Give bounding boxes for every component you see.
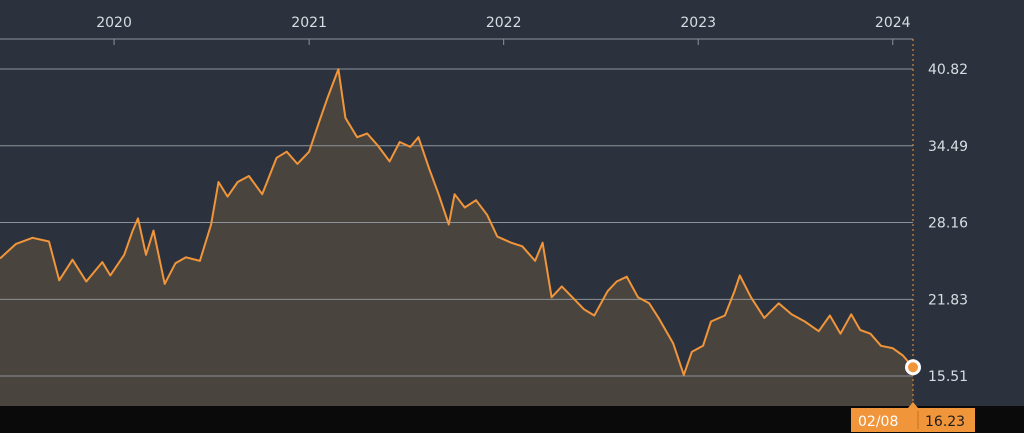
y-tick-label: 15.51 — [928, 369, 968, 385]
x-tick-label: 2023 — [680, 15, 716, 31]
last-point-marker — [908, 362, 918, 373]
x-tick-label: 2020 — [96, 15, 132, 31]
x-tick-label: 2021 — [291, 15, 327, 31]
last-point-badge — [851, 408, 975, 432]
x-tick-label: 2022 — [486, 15, 522, 31]
y-tick-label: 34.49 — [928, 139, 968, 155]
last-value-label: 16.23 — [925, 414, 965, 430]
price-area-fill — [0, 69, 913, 406]
price-line — [0, 68, 914, 376]
badge-pointer — [908, 402, 918, 408]
y-tick-label: 28.16 — [928, 216, 968, 232]
last-date-label: 02/08 — [858, 414, 898, 430]
y-tick-label: 40.82 — [928, 62, 968, 78]
y-tick-label: 21.83 — [928, 292, 968, 308]
x-tick-label: 2024 — [875, 15, 911, 31]
